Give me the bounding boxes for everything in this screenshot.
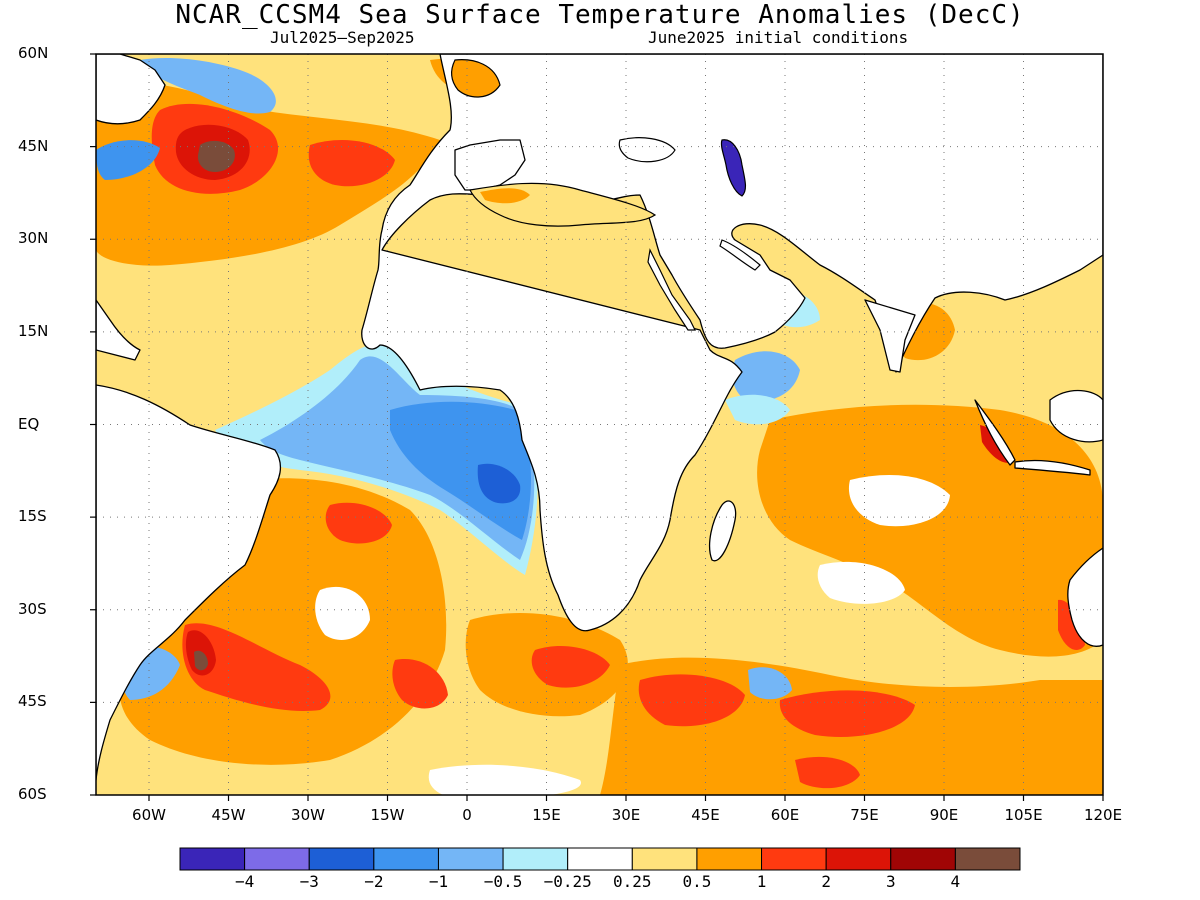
colorbar-label: 0.5	[682, 872, 712, 891]
colorbar	[179, 847, 1021, 871]
anomaly-patch-south-atlantic-neutral-2	[428, 764, 581, 795]
lon-label: 60E	[770, 806, 800, 824]
forecast-period: Jul2025–Sep2025	[270, 28, 415, 47]
colorbar-label: −4	[234, 872, 255, 891]
mediterranean-warm	[480, 188, 530, 204]
caspian-sea	[720, 139, 747, 197]
anomaly-patch-north-atlantic-max	[197, 140, 235, 172]
colorbar-swatch	[179, 847, 246, 871]
anomaly-patch-brazil-max	[194, 650, 208, 671]
lat-label: 45N	[18, 136, 49, 155]
anomaly-patch-southern-indian-strong-2	[779, 690, 915, 737]
anomaly-patch-arabian-sea-cool	[725, 394, 790, 425]
persian-gulf	[719, 239, 761, 271]
red-sea	[647, 248, 696, 331]
anomaly-patch-north-cold	[140, 58, 276, 114]
anomaly-patch-leeuwin-strong	[1058, 599, 1085, 650]
lat-label: 60S	[18, 785, 47, 803]
colorbar-label: −0.5	[483, 872, 523, 891]
black-sea	[618, 137, 676, 163]
colorbar-swatch	[954, 847, 1021, 871]
lat-label: EQ	[18, 414, 40, 433]
lon-label: 45E	[691, 806, 720, 824]
anomaly-patch-agulhas-strong	[531, 645, 610, 688]
colorbar-swatch	[308, 847, 375, 871]
land-australia	[1067, 547, 1103, 647]
colorbar-swatch	[567, 847, 633, 871]
colorbar-swatch	[631, 847, 698, 871]
lon-label: 105E	[1004, 806, 1043, 824]
land-iberia-europe	[454, 139, 526, 191]
anomaly-patch-congo-core	[477, 463, 521, 504]
anomaly-patch-south-indian-neutral	[817, 561, 905, 604]
colorbar-label: 1	[756, 872, 767, 891]
lon-label: 15E	[532, 806, 561, 824]
colorbar-label: −3	[299, 872, 319, 891]
lon-label: 60W	[132, 806, 166, 824]
land-sumatra	[974, 399, 1016, 466]
inland-seas	[451, 59, 761, 331]
lon-label: 0	[462, 806, 472, 824]
lon-label: 120E	[1083, 806, 1123, 824]
anomaly-patch-central-indian-neutral	[848, 475, 950, 527]
anomaly-patch-southern-indian-strong-3	[795, 756, 860, 789]
land-india	[864, 299, 916, 373]
lat-label: 30N	[18, 229, 49, 248]
anomaly-patch-southern-indian-strong-1	[638, 674, 745, 727]
colorbar-label: 3	[885, 872, 896, 891]
anomaly-patch-brazil-strong	[182, 623, 331, 711]
lon-label: 30E	[611, 806, 641, 824]
north-sea-water	[451, 59, 501, 98]
anomaly-patch-south-atlantic-strong-2	[392, 659, 448, 709]
anomaly-patch-south-atlantic-strong-1	[325, 502, 392, 544]
colorbar-swatch	[761, 847, 827, 871]
anomaly-patch-south-atlantic-neutral-1	[315, 586, 370, 640]
axis-ticks	[90, 53, 1104, 801]
anomaly-patch-gulf-guinea-colder	[390, 401, 532, 540]
lon-label: 45W	[211, 806, 246, 824]
map-title: NCAR_CCSM4 Sea Surface Temperature Anoma…	[175, 0, 1025, 30]
lon-label: 30W	[291, 806, 325, 824]
lon-label: 90E	[929, 806, 959, 824]
land-north-america	[96, 54, 166, 125]
colorbar-label: −0.25	[543, 872, 592, 891]
lat-label: 15S	[18, 507, 47, 526]
colorbar-swatch	[244, 847, 310, 871]
anomaly-patch-kerguelen-cold	[748, 667, 792, 700]
anomaly-patch-labrador-cold	[96, 140, 160, 180]
land-south-america	[96, 384, 282, 781]
colorbar-label: 4	[950, 872, 961, 891]
lat-label: 15N	[18, 321, 49, 340]
colorbar-swatch	[890, 847, 956, 871]
lat-label: 60N	[18, 44, 49, 62]
colorbar-swatch	[373, 847, 439, 871]
land-madagascar	[708, 500, 737, 562]
anomaly-patch-south-atlantic-warm	[119, 478, 447, 765]
lat-label: 30S	[18, 599, 47, 618]
colorbar-swatch	[437, 847, 504, 871]
colorbar-label: 0.25	[613, 872, 652, 891]
lat-label: 45S	[18, 692, 47, 711]
colorbar-label: −1	[428, 872, 449, 891]
anomaly-patch-atlantic-30n-warm	[308, 140, 395, 187]
land-central-america	[96, 299, 141, 361]
lon-label: 15W	[370, 806, 405, 824]
land-java	[1014, 459, 1091, 476]
anomaly-patch-arabian-sea-cold	[732, 351, 800, 402]
initial-conditions: June2025 initial conditions	[648, 28, 909, 47]
colorbar-label: 2	[821, 872, 831, 891]
colorbar-swatch	[502, 847, 569, 871]
lon-label: 75E	[850, 806, 879, 824]
colorbar-swatch	[825, 847, 892, 871]
colorbar-label: −2	[364, 872, 384, 891]
colorbar-swatch	[696, 847, 763, 871]
